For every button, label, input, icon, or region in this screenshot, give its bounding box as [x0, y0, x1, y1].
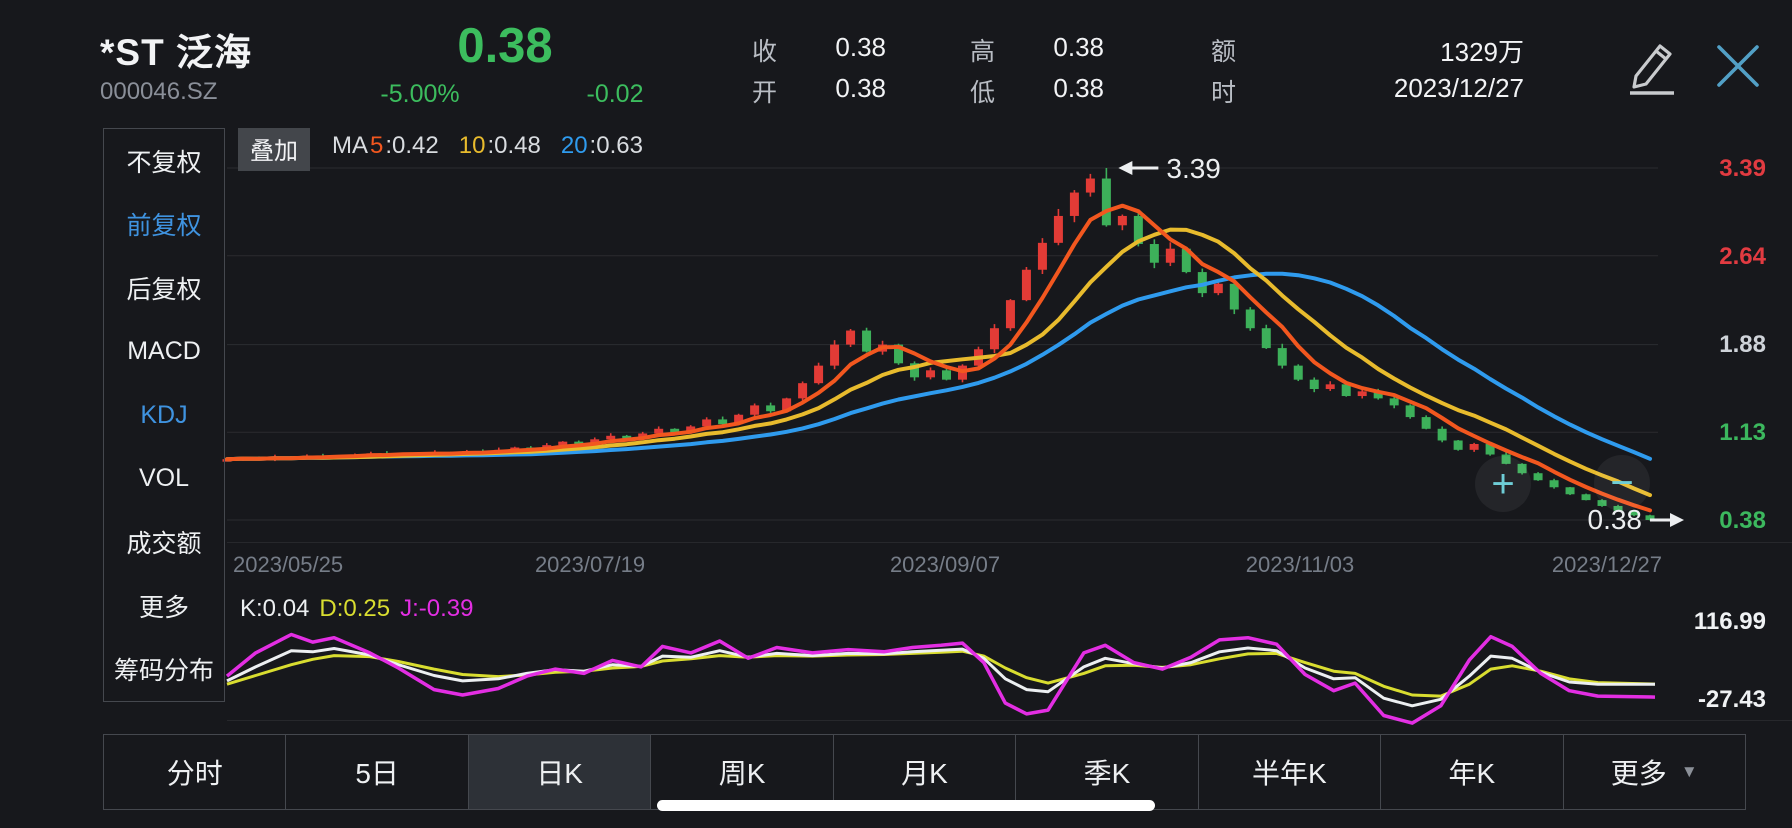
tab-minute[interactable]: 分时 [166, 758, 223, 789]
sidebar-item-backward-adjust[interactable]: 后复权 [126, 275, 202, 304]
tab-5day[interactable]: 5日 [285, 735, 467, 809]
pencil-icon [1630, 44, 1674, 95]
ma5-period: 5 [370, 132, 384, 159]
ma10-value: :0.48 [487, 132, 541, 159]
stock-code: 000046.SZ [100, 78, 218, 105]
stock-name: *ST 泛海 [100, 32, 252, 73]
close-button[interactable] [1712, 40, 1764, 92]
price-axis-label: 1.13 [1719, 419, 1766, 446]
sidebar-item-no-adjust[interactable]: 不复权 [126, 148, 202, 177]
price-axis-label: 3.39 [1719, 155, 1766, 182]
quote-label-close: 收 [752, 38, 778, 66]
ma-legend: MA5:0.42 10:0.48 20:0.63 [332, 132, 645, 160]
date-label: 2023/12/27 [1551, 552, 1662, 577]
chevron-down-icon: ▼ [1680, 762, 1698, 781]
tab-halfyear-k[interactable]: 半年K [1197, 735, 1380, 809]
kdj-axis-max: 116.99 [1693, 608, 1766, 635]
tab-monthly-k[interactable]: 月K [832, 735, 1015, 809]
quote-value-high: 0.38 [1053, 32, 1104, 62]
sidebar-item-chip-distribution[interactable]: 筹码分布 [113, 657, 214, 686]
kdj-d-value: D:0.25 [319, 595, 391, 622]
sidebar-item-more[interactable]: 更多 [138, 593, 189, 622]
ma10-period: 10 [458, 132, 486, 159]
price-axis-label: 1.88 [1719, 331, 1766, 358]
close-icon [1717, 45, 1759, 87]
period-tabbar: 分时 5日 日K 周K 月K 季K 半年K 年K 更多 ▼ [103, 734, 1746, 810]
plus-icon: + [1491, 461, 1515, 506]
quote-value-low: 0.38 [1053, 73, 1104, 103]
sidebar-item-turnover[interactable]: 成交额 [126, 530, 202, 559]
overlay-button[interactable]: 叠加 [238, 128, 310, 171]
price-axis-label: 0.38 [1719, 507, 1766, 534]
quote-value-close: 0.38 [835, 32, 886, 62]
quote-label-low: 低 [970, 79, 996, 107]
sidebar-item-kdj[interactable]: KDJ [140, 400, 188, 429]
tab-yearly-k[interactable]: 年K [1380, 735, 1562, 809]
change-percent: -5.00% [380, 80, 460, 108]
tab-weekly-k[interactable]: 周K [650, 735, 832, 809]
svg-text:3.39: 3.39 [1166, 153, 1221, 184]
change-amount: -0.02 [586, 80, 644, 108]
date-label: 2023/05/25 [233, 552, 344, 577]
zoom-in-button[interactable]: + [1475, 456, 1531, 512]
quote-value-amount: 1329万 [1440, 37, 1524, 67]
kdj-k-value: K:0.04 [240, 595, 310, 622]
edit-button[interactable] [1624, 32, 1688, 96]
ma20-value: :0.63 [589, 132, 643, 159]
tab-daily-k[interactable]: 日K [467, 735, 651, 809]
zoom-out-button[interactable]: − [1594, 455, 1650, 511]
kdj-legend: K:0.04 D:0.25 J:-0.39 [240, 595, 473, 623]
date-label: 2023/09/07 [889, 552, 1001, 577]
ma5-value: :0.42 [385, 132, 439, 159]
home-indicator[interactable] [657, 800, 1155, 811]
quote-label-high: 高 [970, 38, 996, 66]
svg-text:0.38: 0.38 [1588, 504, 1643, 535]
quote-label-amount: 额 [1211, 38, 1237, 66]
ma-prefix: MA [332, 132, 368, 159]
date-label: 2023/07/19 [534, 552, 646, 577]
minus-icon: − [1610, 460, 1634, 505]
divider [227, 720, 1792, 721]
divider [227, 542, 1792, 543]
indicator-sidebar: 不复权 前复权 后复权 MACD KDJ VOL 成交额 更多 筹码分布 [103, 128, 225, 702]
tab-quarterly-k[interactable]: 季K [1015, 735, 1197, 809]
quote-label-time: 时 [1211, 79, 1237, 107]
quote-label-open: 开 [752, 79, 778, 107]
sidebar-item-macd[interactable]: MACD [127, 336, 201, 365]
ma20-period: 20 [560, 132, 588, 159]
price-axis-label: 2.64 [1719, 243, 1766, 270]
sidebar-item-forward-adjust[interactable]: 前复权 [126, 212, 202, 241]
quote-value-time: 2023/12/27 [1393, 73, 1524, 103]
kdj-j-value: J:-0.39 [400, 595, 474, 622]
date-label: 2023/11/03 [1245, 552, 1355, 577]
kdj-axis-min: -27.43 [1697, 686, 1766, 713]
tab-more[interactable]: 更多 ▼ [1562, 735, 1745, 809]
last-price: 0.38 [457, 19, 553, 73]
sidebar-item-vol[interactable]: VOL [138, 464, 190, 493]
quote-value-open: 0.38 [835, 73, 886, 103]
